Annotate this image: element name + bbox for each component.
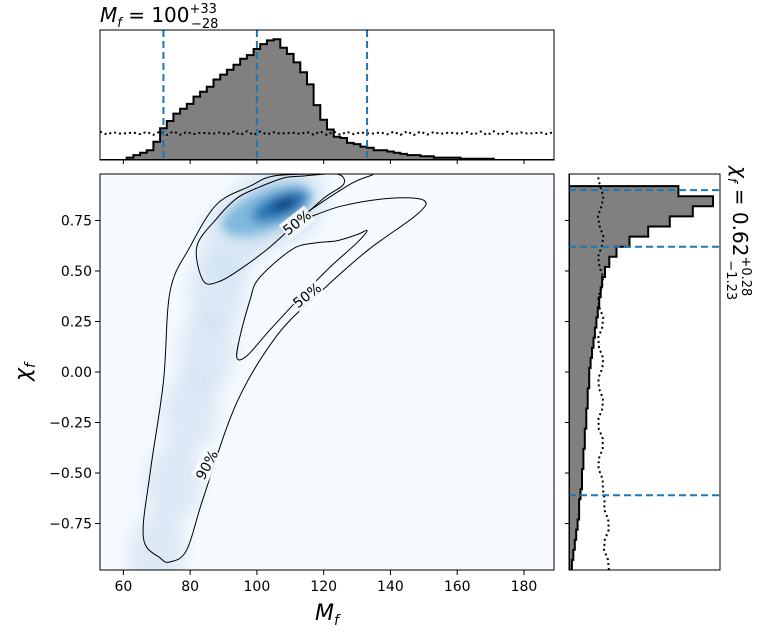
x-tick-label: 60 (114, 579, 132, 595)
joint-density (126, 174, 327, 570)
density-peak (270, 196, 297, 212)
marginal-x-title: Mf = 100+33 −28 (100, 2, 218, 32)
contour-50-2 (236, 229, 368, 361)
contour-label-bg (278, 205, 316, 240)
y-tick-label: −0.50 (49, 466, 92, 482)
joint-xticks: 60 80 100 120 140 160 180 (114, 570, 537, 595)
x-tick-label: 120 (310, 579, 337, 595)
prior-histogram (100, 130, 554, 137)
y-tick-label: 0.50 (61, 264, 92, 280)
density-core (221, 184, 313, 237)
density-blob (176, 311, 237, 392)
y-tick-label: 0.25 (61, 314, 92, 330)
marginal-y-ticks (565, 219, 569, 525)
posterior-histogram (100, 38, 554, 160)
contour-label-bg (191, 446, 223, 484)
joint-yticks: 0.75 0.50 0.25 0.00 −0.25 −0.50 −0.75 (49, 213, 100, 533)
x-tick-label: 160 (444, 579, 471, 595)
density-blob (143, 443, 204, 524)
contour-90-0 (142, 174, 427, 563)
marginal-x-panel: Mf = 100+33 −28 (99, 2, 555, 164)
joint-xlabel: Mf (315, 601, 341, 629)
y-tick-label: 0.75 (61, 213, 92, 229)
marginal-x-histogram (100, 30, 554, 160)
prior-histogram (596, 175, 610, 570)
posterior-histogram (569, 174, 714, 570)
y-tick-label: 0.00 (61, 365, 92, 381)
y-tick-label: −0.75 (49, 517, 92, 533)
joint-ylabel: χf (11, 361, 39, 382)
x-tick-label: 100 (244, 579, 271, 595)
marginal-y-title: χf = 0.62+0.28−1.23 (723, 165, 753, 300)
marginal-y-panel: χf = 0.62+0.28−1.23 (565, 165, 753, 571)
joint-panel: 90%50%50% 60 80 100 120 140 160 180 0.750.500.… (11, 173, 555, 629)
marginal-y-histogram (569, 174, 720, 570)
x-tick-label: 180 (511, 579, 538, 595)
marginal-x-ticks (122, 160, 525, 164)
contour-50-1 (195, 174, 346, 285)
density-blob (126, 513, 187, 570)
joint-contours (142, 174, 427, 563)
marginal-x-frame (99, 29, 555, 161)
x-tick-label: 140 (377, 579, 404, 595)
y-tick-label: −0.25 (49, 416, 92, 432)
contour-label-bg (288, 278, 326, 313)
x-tick-label: 80 (181, 579, 199, 595)
density-blob (160, 372, 221, 453)
